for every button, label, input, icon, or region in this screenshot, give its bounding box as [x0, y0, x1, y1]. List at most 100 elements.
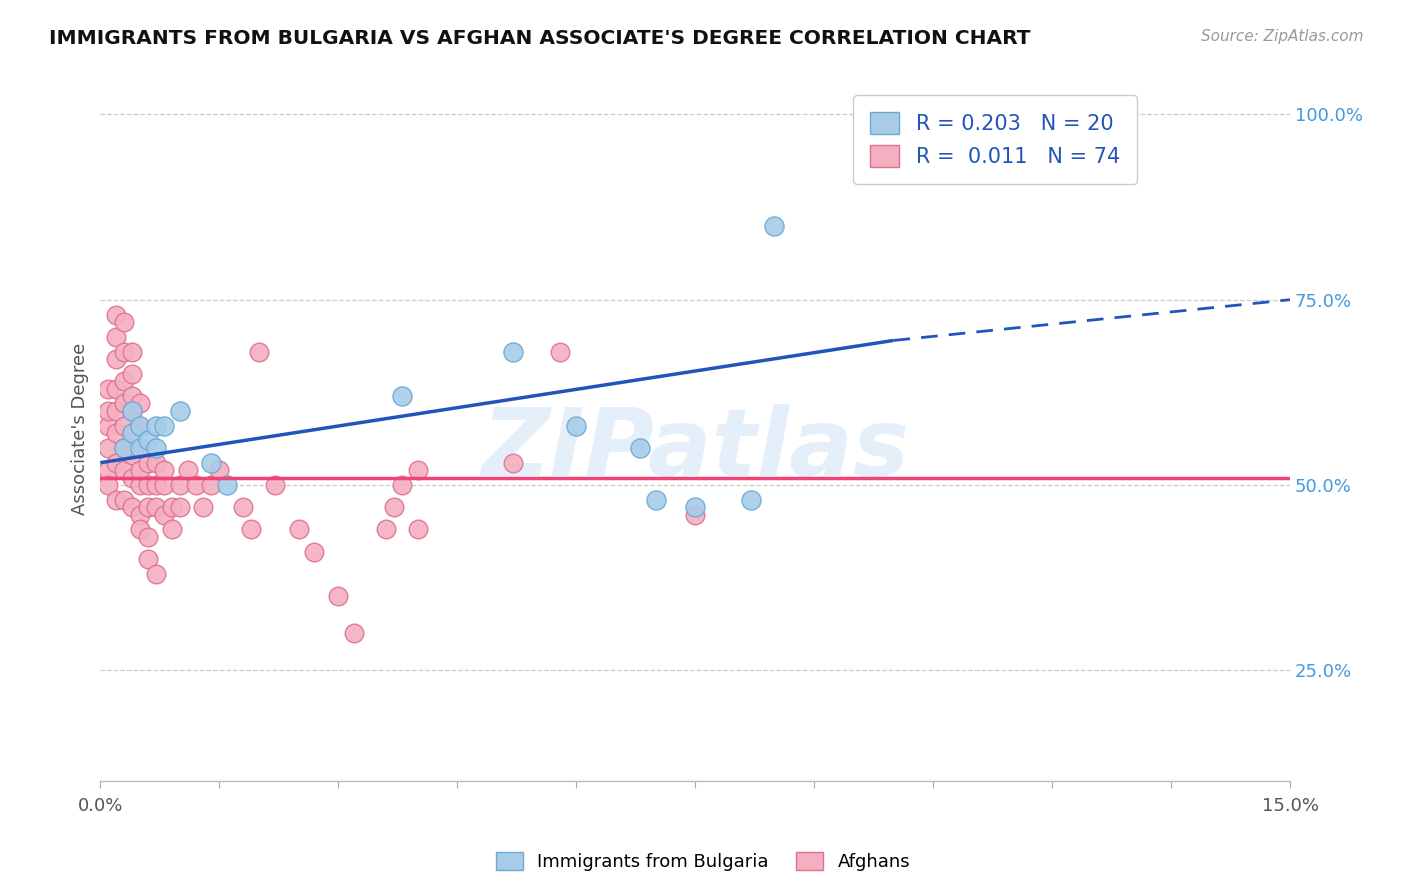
Point [763, 219, 786, 233]
Point [121, 425, 143, 440]
Point [160, 522, 183, 536]
Point [105, 308, 128, 322]
Point [169, 500, 191, 515]
Point [105, 404, 128, 418]
Point [112, 418, 135, 433]
Point [287, 522, 309, 536]
Point [565, 418, 588, 433]
Point [391, 389, 413, 403]
Point [121, 367, 143, 381]
Point [683, 508, 706, 522]
Point [129, 463, 152, 477]
Point [105, 330, 128, 344]
Point [97, 418, 120, 433]
Point [121, 500, 143, 515]
Point [136, 500, 159, 515]
Text: IMMIGRANTS FROM BULGARIA VS AFGHAN ASSOCIATE'S DEGREE CORRELATION CHART: IMMIGRANTS FROM BULGARIA VS AFGHAN ASSOC… [49, 29, 1031, 47]
Point [129, 522, 152, 536]
Point [105, 382, 128, 396]
Point [97, 441, 120, 455]
Point [97, 478, 120, 492]
Point [97, 382, 120, 396]
Point [136, 434, 159, 448]
Point [343, 626, 366, 640]
Point [145, 478, 167, 492]
Point [153, 463, 176, 477]
Point [247, 344, 270, 359]
Point [153, 478, 176, 492]
Point [121, 425, 143, 440]
Point [740, 492, 762, 507]
Point [145, 456, 167, 470]
Point [406, 463, 429, 477]
Point [112, 441, 135, 455]
Point [121, 389, 143, 403]
Point [240, 522, 263, 536]
Point [97, 463, 120, 477]
Point [153, 418, 176, 433]
Point [328, 589, 350, 603]
Point [112, 396, 135, 410]
Point [145, 418, 167, 433]
Point [136, 552, 159, 566]
Point [683, 500, 706, 515]
Point [263, 478, 285, 492]
Point [169, 404, 191, 418]
Point [502, 456, 524, 470]
Point [382, 500, 405, 515]
Point [112, 463, 135, 477]
Point [145, 441, 167, 455]
Point [232, 500, 254, 515]
Text: Source: ZipAtlas.com: Source: ZipAtlas.com [1201, 29, 1364, 44]
Point [200, 456, 222, 470]
Point [145, 500, 167, 515]
Legend: R = 0.203   N = 20, R =  0.011   N = 74: R = 0.203 N = 20, R = 0.011 N = 74 [853, 95, 1137, 184]
Point [121, 344, 143, 359]
Point [176, 463, 198, 477]
Point [129, 418, 152, 433]
Point [628, 441, 651, 455]
Point [129, 441, 152, 455]
Point [112, 315, 135, 329]
Point [121, 404, 143, 418]
Point [406, 522, 429, 536]
Point [145, 566, 167, 581]
Point [200, 478, 222, 492]
Point [105, 456, 128, 470]
Point [129, 418, 152, 433]
Point [129, 396, 152, 410]
Text: ZIPatlas: ZIPatlas [481, 404, 910, 497]
Point [105, 425, 128, 440]
Point [644, 492, 666, 507]
Point [129, 478, 152, 492]
Point [129, 508, 152, 522]
Point [105, 492, 128, 507]
Point [193, 500, 215, 515]
Point [105, 351, 128, 366]
Point [136, 530, 159, 544]
Point [97, 404, 120, 418]
Point [121, 404, 143, 418]
Point [391, 478, 413, 492]
Point [160, 500, 183, 515]
Y-axis label: Associate's Degree: Associate's Degree [72, 343, 89, 516]
Point [112, 492, 135, 507]
Legend: Immigrants from Bulgaria, Afghans: Immigrants from Bulgaria, Afghans [489, 845, 917, 879]
Point [502, 344, 524, 359]
Point [112, 344, 135, 359]
Point [129, 441, 152, 455]
Point [304, 544, 326, 558]
Point [136, 456, 159, 470]
Point [184, 478, 207, 492]
Point [208, 463, 231, 477]
Point [217, 478, 239, 492]
Point [550, 344, 572, 359]
Point [136, 478, 159, 492]
Point [374, 522, 396, 536]
Point [169, 478, 191, 492]
Point [121, 448, 143, 462]
Point [112, 374, 135, 388]
Point [153, 508, 176, 522]
Point [121, 470, 143, 484]
Point [112, 441, 135, 455]
